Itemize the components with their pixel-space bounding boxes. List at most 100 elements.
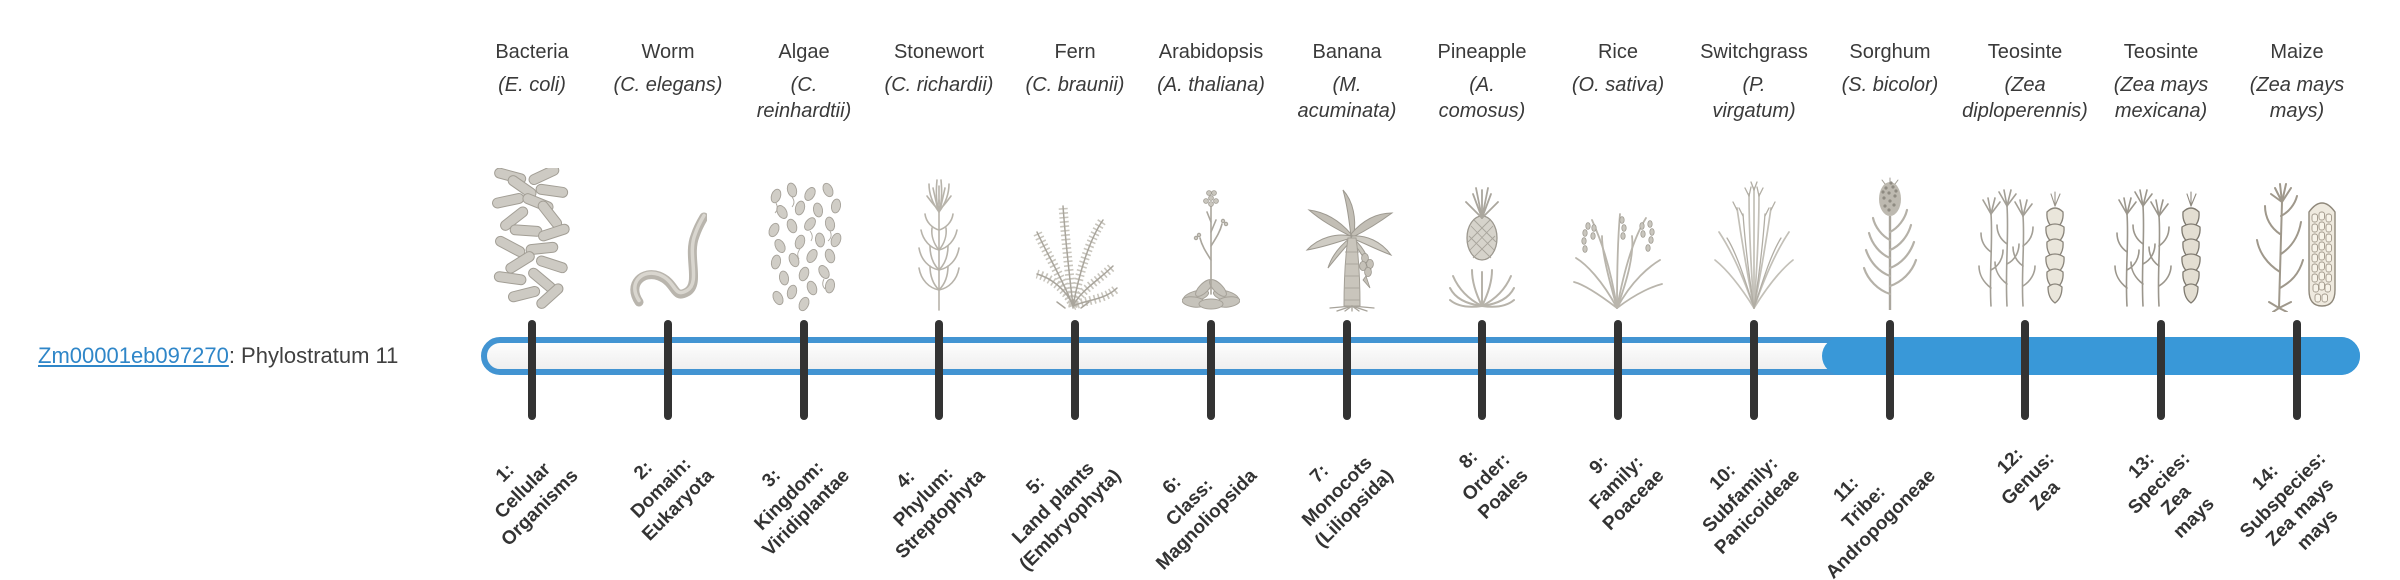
organism-scientific-name: (Zea mays mays) xyxy=(2249,74,2345,122)
stratum-label: 3: Kingdom: Viridiplantae xyxy=(750,457,855,561)
organism-image xyxy=(477,166,587,312)
organism-common-name: Arabidopsis xyxy=(1158,41,1264,63)
stratum-label: 7: Monocots (Liliopsida) xyxy=(1297,452,1398,553)
organism-scientific-name: (C. elegans) xyxy=(613,74,723,96)
timeline-tick xyxy=(1207,320,1215,420)
organism-label: Fern (C. braunii) xyxy=(990,40,1160,98)
fern-icon xyxy=(1032,205,1121,311)
organism-scientific-name: (C. richardii) xyxy=(884,74,994,96)
organism-common-name: Fern xyxy=(1054,41,1096,63)
organism-image xyxy=(1427,166,1537,312)
timeline-tick xyxy=(664,320,672,420)
organism-label: Sorghum (S. bicolor) xyxy=(1805,40,1975,98)
stratum-label: 9: Family: Poaceae xyxy=(1585,451,1669,536)
organism-label: Stonewort (C. richardii) xyxy=(854,40,1024,98)
organism-image xyxy=(1020,166,1130,312)
switchgrass-icon xyxy=(1714,181,1794,309)
organism-label: Switchgrass (P. virgatum) xyxy=(1669,40,1839,124)
rice-icon xyxy=(1573,213,1663,309)
organism-common-name: Sorghum xyxy=(1849,41,1931,63)
stratum-label: 4: Phylum: Streptophyta xyxy=(889,463,990,564)
sorghum-icon xyxy=(1862,177,1918,310)
organism-label: Maize (Zea mays mays) xyxy=(2212,40,2382,124)
timeline-tick xyxy=(935,320,943,420)
gene-phylostratum-text: : Phylostratum 11 xyxy=(228,343,399,368)
stratum-label: 8: Order: Poales xyxy=(1455,446,1533,524)
timeline-tick xyxy=(1071,320,1079,420)
organism-image xyxy=(1292,166,1402,312)
organism-label: Worm (C. elegans) xyxy=(583,40,753,98)
organism-image xyxy=(1156,166,1266,312)
organism-common-name: Pineapple xyxy=(1437,41,1527,63)
stratum-label: 5: Land plants (Embryophyta) xyxy=(1008,457,1126,576)
organism-image xyxy=(2106,166,2216,312)
timeline-tick xyxy=(2293,320,2301,420)
stratum-label: 14: Subspecies: Zea mays mays xyxy=(2236,448,2343,555)
stratum-label: 11: Tribe: Andropogoneae xyxy=(1822,465,1941,580)
organism-common-name: Maize xyxy=(2270,41,2324,63)
organism-label: Algae (C. reinhardtii) xyxy=(719,40,889,124)
timeline-tick xyxy=(1886,320,1894,420)
organism-label: Teosinte (Zea mays mexicana) xyxy=(2076,40,2246,124)
timeline-tick xyxy=(528,320,536,420)
organism-scientific-name: (Zea diploperennis) xyxy=(1962,74,2088,122)
organism-label: Rice (O. sativa) xyxy=(1533,40,1703,98)
stratum-label: 10: Subfamily: Panicoideae xyxy=(1698,453,1805,559)
timeline-tick xyxy=(1614,320,1622,420)
organism-label: Bacteria (E. coli) xyxy=(447,40,617,98)
algae-icon xyxy=(768,182,842,312)
organism-scientific-name: (Zea mays mexicana) xyxy=(2113,74,2209,122)
organism-image xyxy=(613,166,723,332)
maize-icon xyxy=(2256,183,2336,312)
stratum-label: 1: Cellular Organisms xyxy=(490,458,583,551)
teosinte-icon xyxy=(1978,189,2065,307)
stratum-label: 2: Domain: Eukaryota xyxy=(626,453,719,546)
stonewort-icon xyxy=(918,179,960,311)
organism-scientific-name: (S. bicolor) xyxy=(1841,74,1939,96)
organism-image xyxy=(1699,166,1809,312)
stratum-label: 12: Genus: Zea xyxy=(1992,444,2064,516)
gene-label: Zm00001eb097270: Phylostratum 11 xyxy=(38,343,398,369)
organism-label: Teosinte (Zea diploperennis) xyxy=(1940,40,2110,124)
teosinte-icon xyxy=(2114,189,2201,307)
organism-scientific-name: (M. acuminata) xyxy=(1297,74,1397,122)
timeline-tick xyxy=(1343,320,1351,420)
organism-image xyxy=(749,166,859,322)
organism-label: Pineapple (A. comosus) xyxy=(1397,40,1567,124)
stratum-label: 6: Class: Magnoliopsida xyxy=(1152,465,1262,575)
timeline-tick xyxy=(2021,320,2029,420)
organism-scientific-name: (A. thaliana) xyxy=(1157,74,1265,96)
organism-common-name: Rice xyxy=(1597,41,1638,63)
worm-icon xyxy=(630,212,707,307)
organism-common-name: Switchgrass xyxy=(1700,41,1808,63)
organism-common-name: Bacteria xyxy=(495,41,569,63)
organism-image xyxy=(884,166,994,312)
organism-common-name: Teosinte xyxy=(1987,41,2063,63)
timeline-tick xyxy=(800,320,808,420)
timeline-tick xyxy=(1478,320,1486,420)
organism-scientific-name: (P. virgatum) xyxy=(1712,74,1796,122)
organism-label: Banana (M. acuminata) xyxy=(1262,40,1432,124)
timeline-bar-fill xyxy=(1822,337,2360,375)
organism-label: Arabidopsis (A. thaliana) xyxy=(1126,40,1296,98)
organism-image xyxy=(2242,166,2352,312)
timeline-tick xyxy=(1750,320,1758,420)
organism-common-name: Stonewort xyxy=(893,41,985,63)
organism-common-name: Banana xyxy=(1312,41,1382,63)
bacteria-icon xyxy=(492,168,570,309)
organism-common-name: Worm xyxy=(641,41,695,63)
organism-scientific-name: (E. coli) xyxy=(498,74,566,96)
gene-link[interactable]: Zm00001eb097270 xyxy=(38,343,229,368)
organism-scientific-name: (A. comosus) xyxy=(1438,74,1526,122)
timeline-tick xyxy=(2157,320,2165,420)
organism-image xyxy=(1835,166,1945,312)
organism-image xyxy=(1970,166,2080,312)
organism-scientific-name: (C. braunii) xyxy=(1025,74,1125,96)
organism-scientific-name: (C. reinhardtii) xyxy=(756,74,852,122)
stratum-label: 13: Species: Zea mays xyxy=(2123,448,2219,543)
banana-icon xyxy=(1305,189,1394,312)
pineapple-icon xyxy=(1449,187,1515,308)
organism-image xyxy=(1563,166,1673,312)
organism-common-name: Teosinte xyxy=(2123,41,2199,63)
